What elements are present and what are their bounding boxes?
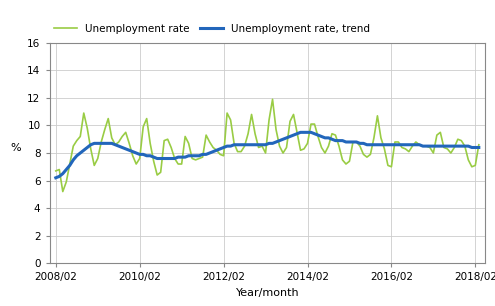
Y-axis label: %: % bbox=[11, 143, 21, 153]
Legend: Unemployment rate, Unemployment rate, trend: Unemployment rate, Unemployment rate, tr… bbox=[50, 20, 374, 39]
Unemployment rate bbox=[60, 190, 66, 193]
Unemployment rate, trend bbox=[297, 131, 303, 134]
Unemployment rate, trend bbox=[448, 144, 454, 148]
Unemployment rate, trend bbox=[326, 136, 332, 140]
Unemployment rate, trend bbox=[476, 146, 482, 149]
Unemployment rate bbox=[476, 143, 482, 147]
Unemployment rate bbox=[53, 169, 59, 173]
Unemployment rate bbox=[329, 132, 335, 136]
Unemployment rate bbox=[270, 97, 276, 101]
X-axis label: Year/month: Year/month bbox=[236, 288, 299, 298]
Unemployment rate bbox=[451, 146, 457, 149]
Unemployment rate bbox=[193, 158, 198, 162]
Line: Unemployment rate: Unemployment rate bbox=[56, 99, 479, 192]
Unemployment rate, trend bbox=[465, 144, 471, 148]
Unemployment rate bbox=[291, 113, 297, 116]
Unemployment rate bbox=[469, 165, 475, 169]
Unemployment rate bbox=[154, 173, 160, 177]
Unemployment rate, trend bbox=[284, 136, 290, 140]
Unemployment rate, trend bbox=[53, 176, 59, 180]
Line: Unemployment rate, trend: Unemployment rate, trend bbox=[56, 132, 479, 178]
Unemployment rate, trend bbox=[150, 155, 156, 159]
Unemployment rate, trend bbox=[189, 154, 195, 158]
